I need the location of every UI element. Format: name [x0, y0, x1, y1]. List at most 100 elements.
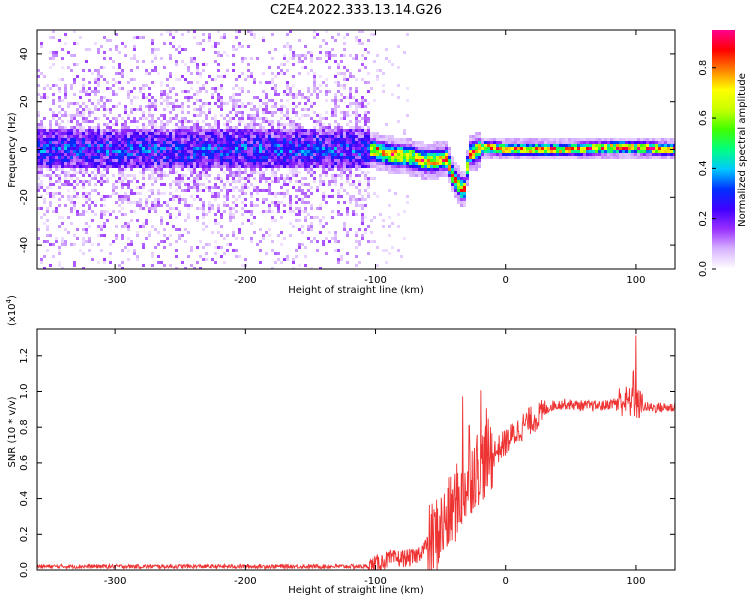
spectrogram-cell: [331, 48, 334, 51]
spectrogram-cell: [295, 105, 298, 108]
spectrogram-cell: [310, 207, 313, 210]
spectrogram-cell: [205, 171, 208, 174]
spectrogram-cell: [364, 216, 367, 219]
spectrogram-cell: [73, 126, 76, 129]
spectrogram-cell: [307, 237, 310, 240]
spectrogram-cell: [355, 168, 358, 171]
spectrogram-cell: [241, 159, 244, 162]
spectrogram-cell: [295, 165, 298, 168]
spectrogram-cell: [196, 132, 199, 135]
spectrogram-cell: [133, 54, 136, 57]
spectrogram-cell: [343, 222, 346, 225]
spectrogram-cell: [127, 195, 130, 198]
spectrogram-cell: [82, 120, 85, 123]
spectrogram-cell: [97, 135, 100, 138]
spectrogram-cell: [583, 156, 586, 159]
spectrogram-cell: [295, 114, 298, 117]
spectrogram-cell: [97, 261, 100, 264]
spectrogram-cell: [214, 213, 217, 216]
spectrogram-cell: [604, 144, 607, 147]
spectrogram-cell: [271, 114, 274, 117]
spectrogram-cell: [136, 147, 139, 150]
spectrogram-cell: [46, 234, 49, 237]
spectrogram-cell: [175, 60, 178, 63]
spectrogram-cell: [268, 144, 271, 147]
spectrogram-cell: [151, 204, 154, 207]
spectrogram-cell: [139, 198, 142, 201]
spectrogram-cell: [157, 135, 160, 138]
spectrogram-cell: [217, 93, 220, 96]
spectrogram-cell: [349, 159, 352, 162]
spectrogram-cell: [652, 153, 655, 156]
spectrogram-cell: [340, 138, 343, 141]
spectrogram-cell: [241, 114, 244, 117]
spectrogram-cell: [175, 171, 178, 174]
spectrogram-cell: [301, 162, 304, 165]
spectrogram-cell: [628, 141, 631, 144]
spectrogram-cell: [400, 150, 403, 153]
spectrogram-cell: [355, 159, 358, 162]
spectrogram-cell: [130, 90, 133, 93]
spectrogram-cell: [604, 156, 607, 159]
spectrogram-cell: [259, 105, 262, 108]
spectrogram-cell: [334, 111, 337, 114]
spectrogram-cell: [70, 129, 73, 132]
spectrogram-cell: [226, 192, 229, 195]
spectrogram-cell: [160, 174, 163, 177]
spectrogram-cell: [391, 138, 394, 141]
spectrogram-cell: [292, 63, 295, 66]
spectrogram-cell: [73, 201, 76, 204]
spectrogram-cell: [466, 171, 469, 174]
spectrogram-cell: [301, 156, 304, 159]
spectrogram-cell: [163, 228, 166, 231]
spectrogram-cell: [124, 177, 127, 180]
spectrogram-cell: [232, 96, 235, 99]
spectrogram-cell: [52, 162, 55, 165]
spectrogram-cell: [268, 207, 271, 210]
spectrogram-cell: [223, 135, 226, 138]
spectrogram-cell: [262, 138, 265, 141]
spectrogram-cell: [118, 204, 121, 207]
spectrogram-cell: [379, 156, 382, 159]
spectrogram-cell: [397, 225, 400, 228]
spectrogram-cell: [76, 114, 79, 117]
spectrogram-cell: [103, 225, 106, 228]
spectrogram-cell: [157, 177, 160, 180]
y-tick-label: 0.4: [19, 491, 30, 507]
spectrogram-cell: [451, 174, 454, 177]
spectrogram-cell: [220, 153, 223, 156]
spectrogram-cell: [73, 171, 76, 174]
spectrogram-cell: [331, 108, 334, 111]
spectrogram-cell: [328, 138, 331, 141]
spectrogram-cell: [58, 150, 61, 153]
spectrogram-cell: [76, 165, 79, 168]
spectrogram-cell: [511, 153, 514, 156]
spectrogram-cell: [175, 105, 178, 108]
spectrogram-cell: [451, 168, 454, 171]
spectrogram-cell: [490, 153, 493, 156]
spectrogram-cell: [169, 42, 172, 45]
spectrogram-cell: [568, 153, 571, 156]
spectrogram-cell: [193, 138, 196, 141]
spectrogram-cell: [559, 153, 562, 156]
spectrogram-cell: [430, 150, 433, 153]
spectrogram-cell: [343, 42, 346, 45]
spectrogram-cell: [295, 126, 298, 129]
spectrogram-cell: [247, 114, 250, 117]
spectrogram-cell: [340, 147, 343, 150]
spectrogram-cell: [154, 159, 157, 162]
spectrogram-cell: [673, 150, 675, 153]
spectrogram-cell: [295, 213, 298, 216]
spectrogram-cell: [313, 90, 316, 93]
spectrogram-cell: [67, 189, 70, 192]
spectrogram-cell: [340, 132, 343, 135]
spectrogram-cell: [337, 135, 340, 138]
spectrogram-cell: [331, 135, 334, 138]
spectrogram-cell: [226, 114, 229, 117]
spectrogram-cell: [316, 138, 319, 141]
spectrogram-cell: [625, 141, 628, 144]
spectrogram-cell: [316, 141, 319, 144]
spectrogram-cell: [214, 240, 217, 243]
spectrogram-cell: [178, 129, 181, 132]
spectrogram-cell: [214, 261, 217, 264]
